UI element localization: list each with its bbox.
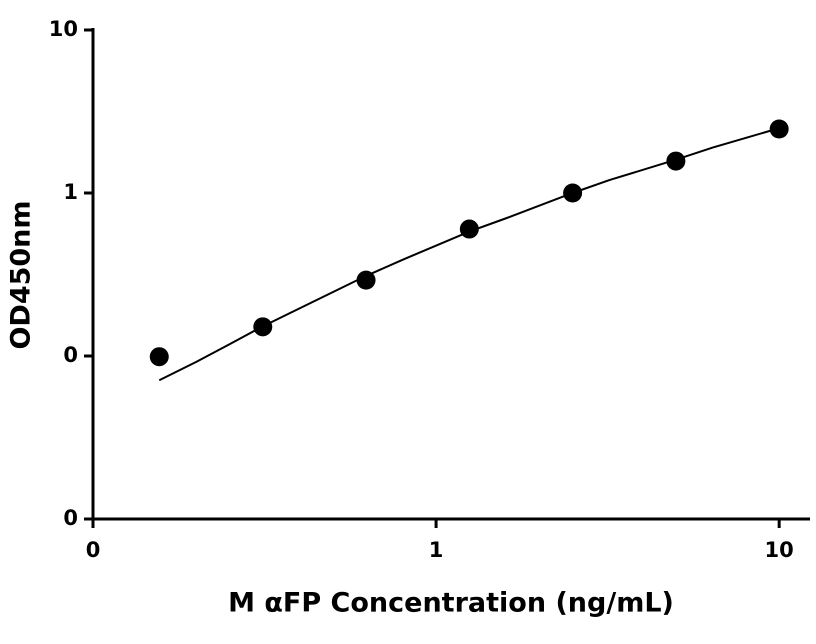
y-tick-label: 0 (63, 506, 78, 530)
data-point (666, 151, 686, 171)
x-tick-label: 0 (86, 538, 101, 562)
data-point (356, 270, 376, 290)
x-axis-title: M αFP Concentration (ng/mL) (228, 588, 674, 619)
x-tick-label: 10 (765, 538, 794, 562)
y-tick-label: 1 (63, 180, 78, 204)
y-tick-label: 0 (63, 343, 78, 367)
x-tick-label: 1 (429, 538, 444, 562)
fit-curve (158, 127, 780, 382)
y-axis-title: OD450nm (6, 200, 37, 349)
y-tick-label: 10 (49, 17, 78, 41)
data-point (149, 347, 169, 367)
